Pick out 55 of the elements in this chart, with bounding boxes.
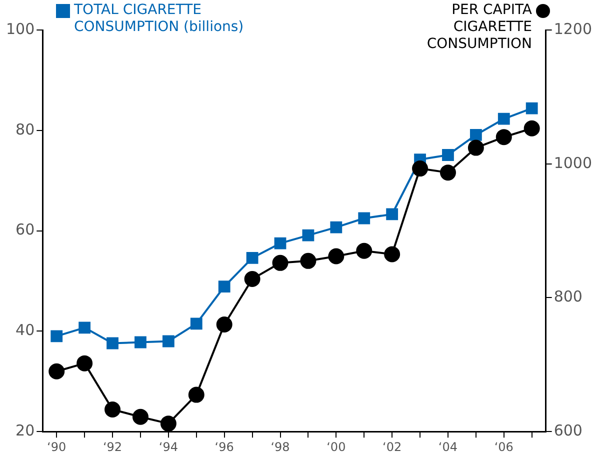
point (496, 129, 512, 146)
point (498, 112, 510, 125)
x-tick-label: ‘02 (382, 440, 402, 454)
x-tick-label: ‘96 (214, 440, 234, 454)
text: PER CAPITA CIGARETTE CONSUMPTION (426, 2, 532, 53)
point (134, 336, 146, 348)
point (300, 252, 316, 269)
y2-tick-label: 600 (554, 421, 582, 440)
point (356, 242, 372, 259)
point (218, 280, 230, 292)
point (106, 337, 118, 350)
point (160, 416, 176, 432)
point (526, 102, 538, 114)
legend-label: TOTAL CIGARETTE CONSUMPTION (billions) (74, 2, 245, 36)
y-tick-label: 40 (16, 321, 35, 340)
x-tick-label: ‘92 (102, 440, 122, 454)
point (78, 322, 91, 334)
point (330, 221, 342, 234)
x-tick-label: ‘90 (47, 440, 66, 454)
point (328, 248, 344, 264)
y-tick-label: 100 (6, 20, 35, 38)
point (76, 355, 93, 372)
y2-tick-label: 800 (554, 288, 582, 306)
point (412, 160, 428, 177)
x-tick-label: ‘00 (326, 440, 346, 454)
x-tick-label: ‘04 (438, 440, 458, 454)
point (190, 318, 202, 330)
point (132, 408, 148, 425)
y-tick-label: 60 (16, 220, 35, 239)
x-tick-label: ‘94 (158, 440, 178, 454)
point (50, 330, 63, 342)
point (188, 386, 204, 403)
point (246, 252, 258, 264)
y-tick-label: 20 (16, 421, 35, 440)
point (244, 270, 260, 287)
point (216, 316, 232, 333)
point (358, 212, 370, 224)
y-tick-label: 80 (16, 120, 35, 138)
y2-tick-label: 1000 (554, 154, 592, 172)
point (104, 402, 121, 418)
point (48, 363, 65, 380)
x-tick-label: ‘98 (270, 440, 290, 454)
point (274, 237, 286, 250)
point (440, 164, 456, 181)
x-tick-label: ‘06 (494, 440, 514, 454)
point (470, 128, 482, 141)
point (162, 335, 174, 348)
point (384, 246, 400, 262)
point (442, 149, 454, 161)
point (524, 120, 540, 136)
point (272, 254, 288, 271)
y2-tick-label: 1200 (554, 20, 592, 38)
point (302, 229, 314, 242)
point (468, 140, 484, 156)
point (386, 208, 398, 220)
